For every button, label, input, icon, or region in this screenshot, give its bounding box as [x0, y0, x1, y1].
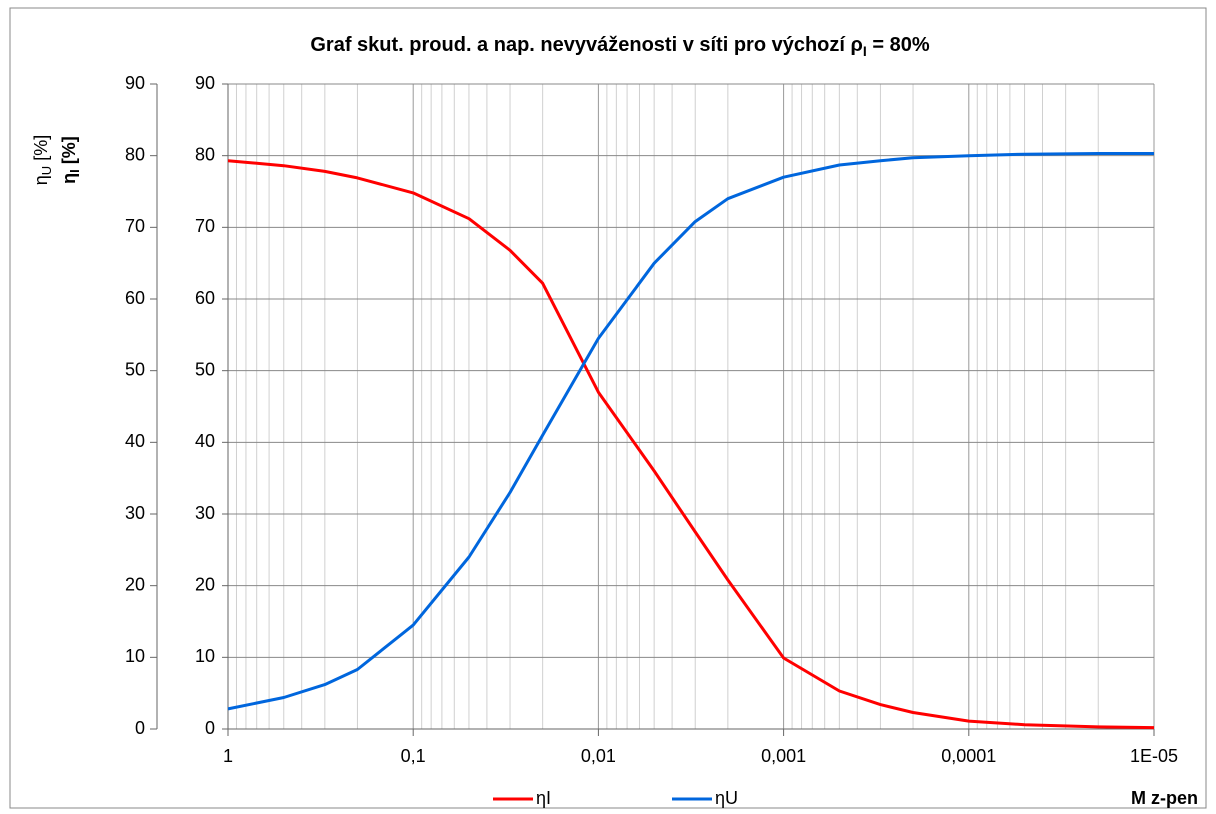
title-subscript: I	[863, 43, 867, 59]
y2-tick-label: 20	[195, 574, 215, 594]
y2-tick-label: 70	[195, 216, 215, 236]
label-text: [%]	[31, 135, 51, 166]
legend-label: ηI	[536, 788, 551, 808]
y-tick-label: 30	[125, 503, 145, 523]
y2-tick-label: 90	[195, 73, 215, 93]
y-tick-label: 90	[125, 73, 145, 93]
y2-tick-label: 30	[195, 503, 215, 523]
y-tick-label: 50	[125, 359, 145, 379]
y-tick-label: 0	[135, 718, 145, 738]
y2-tick-label: 40	[195, 431, 215, 451]
label-subscript: I	[67, 169, 82, 173]
title-text: Graf skut. proud. a nap. nevyváženosti v…	[310, 34, 863, 56]
y-tick-label: 70	[125, 216, 145, 236]
y2-tick-label: 80	[195, 144, 215, 164]
y2-tick-label: 60	[195, 288, 215, 308]
series-line	[227, 159, 1155, 730]
legend-label: ηU	[715, 788, 738, 808]
y-tick-label: 80	[125, 144, 145, 164]
y2-axis-label: ηI [%]	[59, 136, 83, 184]
y-tick-label: 60	[125, 288, 145, 308]
y-tick-label: 20	[125, 574, 145, 594]
x-tick-label: 1E-05	[1130, 746, 1178, 766]
y-tick-label: 10	[125, 646, 145, 666]
label-text: η	[31, 175, 51, 185]
title-text: = 80%	[867, 34, 930, 56]
x-tick-label: 0,0001	[941, 746, 996, 766]
x-tick-label: 0,01	[581, 746, 616, 766]
label-text: η	[59, 173, 79, 184]
label-subscript: U	[39, 166, 54, 175]
y2-tick-label: 0	[205, 718, 215, 738]
x-tick-label: 0,001	[761, 746, 806, 766]
y-tick-label: 40	[125, 431, 145, 451]
series-line	[227, 152, 1154, 711]
x-tick-label: 0,1	[401, 746, 426, 766]
y-axis-label: ηU [%]	[31, 135, 55, 185]
x-tick-label: 1	[223, 746, 233, 766]
y2-tick-label: 10	[195, 646, 215, 666]
y2-tick-label: 50	[195, 359, 215, 379]
x-axis-label: M z-pen	[1131, 788, 1198, 808]
label-text: [%]	[59, 136, 79, 169]
chart-title: Graf skut. proud. a nap. nevyváženosti v…	[310, 34, 929, 58]
